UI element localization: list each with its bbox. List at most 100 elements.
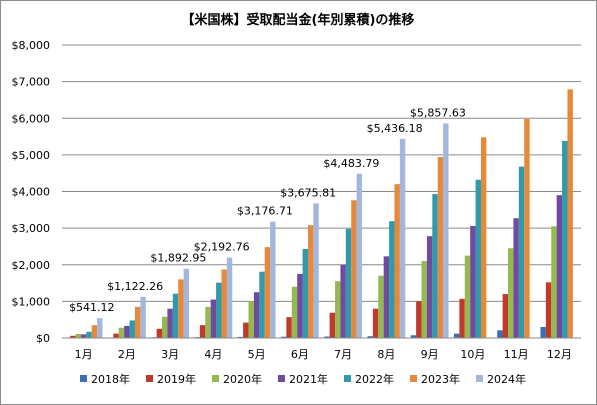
bar	[86, 331, 92, 338]
x-tick-label: 10月	[460, 348, 485, 361]
data-label: $5,857.63	[410, 106, 466, 119]
legend-swatch	[80, 375, 87, 382]
legend-label: 2020年	[223, 372, 262, 386]
bar	[562, 140, 568, 338]
legend-swatch	[212, 375, 219, 382]
bar	[329, 312, 336, 338]
bar	[524, 118, 530, 338]
y-axis: $0 $1,000 $2,000 $3,000 $4,000 $5,000 $6,000 $7…	[12, 39, 51, 345]
legend-swatch	[410, 375, 417, 382]
bar	[480, 137, 487, 338]
bar	[70, 335, 76, 338]
data-labels: $541.12 $1,122.26 $1,892.95$2,192.76 $3,176…	[69, 106, 466, 314]
bar	[340, 264, 346, 338]
legend-label: 2023年	[421, 372, 460, 386]
x-tick-label: 7月	[334, 348, 352, 361]
bar	[470, 225, 476, 338]
bar	[216, 282, 222, 338]
data-label: $3,675.81	[280, 186, 336, 199]
x-tick-label: 12月	[547, 348, 572, 361]
legend-label: 2024年	[487, 372, 526, 386]
bar	[162, 316, 168, 338]
data-label: $4,483.79	[323, 157, 379, 170]
y-tick-label: $0	[36, 332, 50, 345]
bar	[356, 173, 363, 338]
x-tick-label: 2月	[118, 348, 136, 361]
bar	[475, 179, 481, 338]
bar	[426, 236, 433, 338]
bar	[226, 257, 233, 338]
x-tick-label: 4月	[204, 348, 222, 361]
chart-title: 【米国株】受取配当金(年別累積)の推移	[182, 12, 415, 28]
bar	[513, 218, 519, 338]
bar	[129, 320, 135, 338]
x-tick-label: 1月	[75, 348, 93, 361]
x-tick-label: 8月	[377, 348, 395, 361]
data-label: $1,892.95	[150, 252, 206, 265]
bar	[551, 226, 557, 338]
y-tick-label: $4,000	[12, 186, 51, 199]
x-axis: 1月 2月 3月 4月 5月 6月 7月 8月 9月 10月 11月 12月	[62, 337, 581, 361]
bar	[399, 138, 406, 338]
y-tick-label: $8,000	[12, 39, 51, 52]
bar	[205, 306, 211, 338]
bar	[518, 166, 525, 338]
bar	[383, 256, 390, 338]
bar	[280, 336, 287, 338]
bar	[437, 157, 444, 338]
bar	[556, 195, 563, 338]
legend: 2018年 2019年 2020年 2021年 2022年 2023年 2024年	[80, 372, 526, 386]
bar	[345, 228, 352, 338]
y-tick-label: $7,000	[12, 76, 51, 89]
bar	[75, 333, 81, 338]
bar	[183, 268, 190, 338]
bar	[453, 333, 460, 338]
legend-label: 2019年	[157, 372, 196, 386]
bar	[91, 325, 98, 338]
bar	[545, 282, 552, 338]
legend-swatch	[146, 375, 153, 382]
bar	[443, 123, 449, 339]
bar	[416, 301, 422, 338]
bar	[210, 299, 217, 338]
bar	[459, 298, 465, 338]
bar	[80, 334, 87, 338]
y-tick-label: $1,000	[12, 295, 51, 308]
data-label: $5,436.18	[367, 122, 423, 135]
bar	[243, 322, 249, 338]
legend-swatch	[278, 375, 285, 382]
y-tick-label: $5,000	[12, 149, 51, 162]
bar	[389, 221, 395, 338]
bar	[291, 286, 298, 338]
bar	[140, 296, 146, 338]
bar	[221, 269, 227, 338]
bar	[394, 184, 400, 338]
bar	[324, 336, 330, 338]
bars	[64, 89, 573, 339]
bar	[156, 328, 163, 338]
bar	[167, 308, 173, 338]
bar	[351, 200, 357, 338]
data-label: $3,176.71	[237, 205, 293, 218]
bar	[421, 261, 427, 338]
bar	[367, 336, 373, 338]
legend-label: 2018年	[91, 372, 130, 386]
bar	[302, 249, 308, 338]
x-tick-label: 11月	[504, 348, 529, 361]
bar	[567, 89, 573, 338]
bar	[264, 247, 271, 338]
bar	[270, 221, 276, 338]
bar	[124, 325, 130, 338]
bar	[248, 301, 254, 338]
bar	[134, 306, 141, 338]
bar	[502, 294, 509, 338]
x-tick-label: 5月	[248, 348, 266, 361]
bar	[508, 248, 514, 338]
y-tick-label: $2,000	[12, 259, 51, 272]
bar	[432, 194, 438, 338]
bar	[113, 333, 119, 338]
bar	[464, 255, 471, 338]
bar	[307, 225, 314, 338]
bar	[335, 281, 341, 338]
bar	[237, 336, 244, 338]
